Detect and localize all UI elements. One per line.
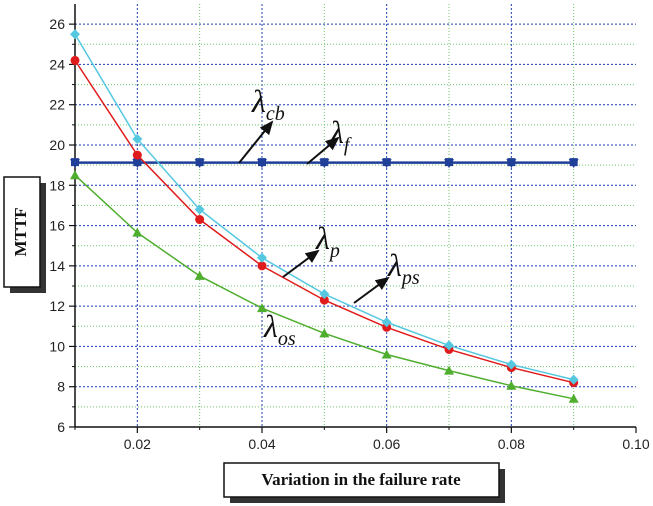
data-point <box>257 303 267 313</box>
data-point <box>70 170 80 180</box>
data-point <box>71 158 79 167</box>
data-point <box>195 158 204 167</box>
series-line <box>74 33 574 381</box>
arrow-p <box>282 249 320 278</box>
data-point <box>382 158 391 167</box>
x-tick-label: 0.02 <box>124 436 151 452</box>
axes: 0.02 0.04 0.06 0.08 0.10 6 8 10 12 14 16 18 20 22 24 26 <box>49 4 650 452</box>
x-axis-title: Variation in the failure rate <box>261 470 461 489</box>
series-label-cb: λcb <box>251 83 285 125</box>
data-point <box>257 252 267 263</box>
data-point <box>320 158 329 167</box>
data-point <box>319 328 330 338</box>
y-axis-title: MTTF <box>11 207 30 256</box>
y-tick-label: 18 <box>49 177 65 193</box>
series-label-main: λ <box>329 114 344 150</box>
series-label-sub: os <box>278 328 296 350</box>
y-tick-label: 22 <box>49 97 65 113</box>
x-tick-label: 0.06 <box>373 436 400 452</box>
x-tick-label: 0.10 <box>622 436 649 452</box>
x-tick-label: 0.04 <box>248 436 275 452</box>
arrow-cb <box>238 120 274 164</box>
data-point <box>70 29 80 40</box>
y-tick-label: 6 <box>57 419 65 435</box>
data-point <box>194 204 205 215</box>
data-point <box>506 380 517 390</box>
data-point <box>444 365 454 375</box>
series-label-f: λf <box>329 114 352 156</box>
x-axis-title-frame <box>223 462 500 498</box>
series-label-sub: f <box>344 134 352 156</box>
data-point <box>195 215 205 225</box>
series-ps <box>70 29 579 385</box>
data-point <box>382 322 392 332</box>
x-axis-title-box: Variation in the failure rate <box>223 462 505 503</box>
series-label-os: λos <box>263 308 296 350</box>
data-point <box>381 349 392 359</box>
y-axis-title-box: MTTF <box>3 176 46 293</box>
x-tick-label: 0.08 <box>498 436 525 452</box>
data-point <box>70 55 80 65</box>
series-label-main: λ <box>315 220 330 256</box>
data-point <box>568 393 579 403</box>
series-label-sub: cb <box>266 103 285 125</box>
series-label-ps: λps <box>387 247 420 289</box>
y-tick-label: 8 <box>57 379 65 395</box>
y-tick-label: 10 <box>49 338 65 354</box>
data-point <box>568 374 579 385</box>
data-point <box>569 158 578 167</box>
series-label-sub: p <box>328 240 340 262</box>
series-label-main: λ <box>251 83 266 119</box>
arrow-f <box>306 136 340 165</box>
y-tick-label: 24 <box>49 56 65 72</box>
data-point <box>194 270 205 280</box>
series-label-sub: ps <box>400 267 420 289</box>
series-layer <box>70 29 579 403</box>
series-label-p: λp <box>315 220 340 262</box>
data-point <box>133 158 142 167</box>
data-point <box>258 158 266 167</box>
series-label-main: λ <box>263 308 278 344</box>
y-tick-label: 12 <box>49 298 65 314</box>
data-point <box>132 150 142 160</box>
grid <box>75 4 636 427</box>
y-tick-label: 20 <box>49 137 65 153</box>
y-tick-label: 16 <box>49 218 65 234</box>
series-os <box>70 170 579 403</box>
arrow-ps <box>353 276 390 304</box>
data-point <box>257 261 267 271</box>
data-point <box>507 158 516 167</box>
data-point <box>319 289 330 300</box>
data-point <box>381 317 392 328</box>
data-point <box>506 359 517 370</box>
data-point <box>445 158 453 167</box>
data-point <box>319 295 329 305</box>
data-point <box>132 227 143 237</box>
y-axis-title-frame <box>3 176 41 288</box>
y-tick-label: 14 <box>49 258 65 274</box>
series-label-main: λ <box>387 247 402 283</box>
y-tick-label: 26 <box>49 16 65 32</box>
data-point <box>132 133 143 144</box>
data-point <box>444 340 454 351</box>
